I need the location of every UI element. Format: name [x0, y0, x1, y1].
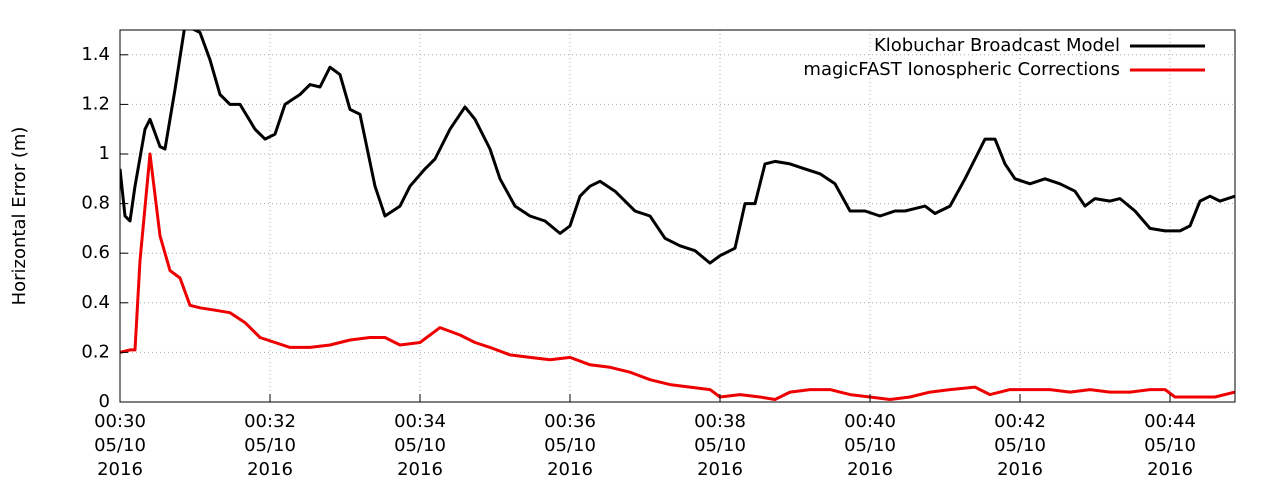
x-tick-label: 05/10 — [394, 435, 446, 456]
x-tick-label: 05/10 — [544, 435, 596, 456]
series-line — [120, 30, 1235, 265]
x-tick-label: 00:34 — [394, 411, 446, 432]
x-tick-label: 05/10 — [94, 435, 146, 456]
x-tick-label: 00:32 — [244, 411, 296, 432]
x-tick-label: 05/10 — [694, 435, 746, 456]
y-tick-label: 0 — [99, 391, 110, 412]
x-tick-label: 2016 — [997, 459, 1043, 480]
x-tick-label: 2016 — [697, 459, 743, 480]
x-tick-label: 00:40 — [844, 411, 896, 432]
plot-lines — [120, 30, 1235, 401]
y-tick-label: 0.2 — [81, 341, 110, 362]
y-tick-label: 0.4 — [81, 292, 110, 313]
y-axis-label: Horizontal Error (m) — [9, 127, 30, 306]
x-tick-label: 00:44 — [1144, 411, 1196, 432]
x-tick-label: 05/10 — [844, 435, 896, 456]
x-tick-label: 05/10 — [1144, 435, 1196, 456]
series-line — [120, 152, 1235, 401]
x-tick-label: 05/10 — [244, 435, 296, 456]
plot-frame — [119, 29, 1236, 403]
x-tick-label: 00:42 — [994, 411, 1046, 432]
x-tick-label: 2016 — [547, 459, 593, 480]
x-tick-label: 2016 — [847, 459, 893, 480]
x-tick-label: 2016 — [1147, 459, 1193, 480]
legend-label: Klobuchar Broadcast Model — [874, 35, 1120, 56]
y-tick-label: 1 — [99, 143, 110, 164]
x-tick-label: 00:36 — [544, 411, 596, 432]
x-tick-label: 05/10 — [994, 435, 1046, 456]
y-tick-label: 0.8 — [81, 193, 110, 214]
y-tick-label: 1.2 — [81, 93, 110, 114]
x-tick-label: 00:30 — [94, 411, 146, 432]
y-tick-label: 1.4 — [81, 44, 110, 65]
x-tick-label: 2016 — [247, 459, 293, 480]
x-tick-label: 2016 — [97, 459, 143, 480]
y-tick-label: 0.6 — [81, 242, 110, 263]
x-tick-label: 2016 — [397, 459, 443, 480]
x-tick-label: 00:38 — [694, 411, 746, 432]
legend-label: magicFAST Ionospheric Corrections — [803, 59, 1120, 80]
